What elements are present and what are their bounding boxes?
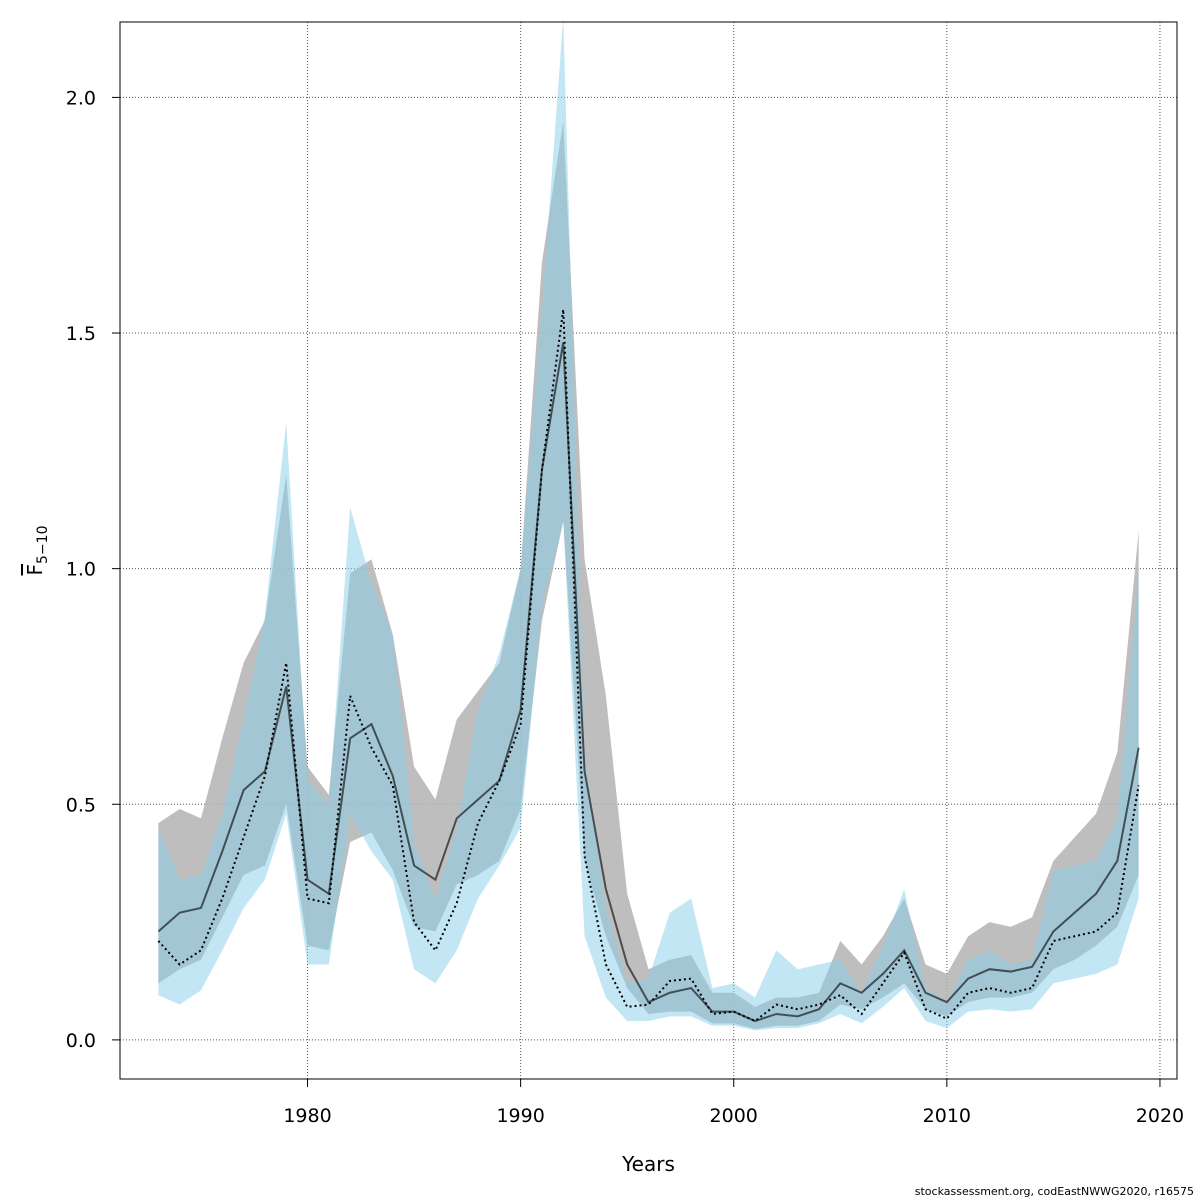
x-axis: 1980 1990 2000 2010 2020 — [283, 1078, 1184, 1127]
series-lines — [157, 309, 1140, 1023]
y-tick-label: 2.0 — [66, 87, 96, 109]
x-axis-title: Years — [621, 1152, 675, 1176]
x-tick-label: 1980 — [283, 1105, 331, 1127]
y-axis-title-main: F — [23, 564, 47, 576]
confidence-band-2 — [158, 17, 1139, 1031]
x-tick-label: 2010 — [923, 1105, 971, 1127]
y-tick-label: 0.5 — [66, 794, 96, 816]
y-tick-label: 1.0 — [66, 559, 96, 581]
y-axis-title-subscript: 5−10 — [35, 526, 51, 564]
x-tick-label: 1990 — [496, 1105, 544, 1127]
y-axis-title: F5−10 — [23, 526, 51, 576]
series-line-solid — [157, 342, 1140, 1023]
confidence-bands — [158, 17, 1139, 1031]
x-tick-label: 2020 — [1136, 1105, 1184, 1127]
y-axis: 0.0 0.5 1.0 1.5 2.0 — [66, 87, 121, 1052]
y-tick-label: 0.0 — [66, 1030, 96, 1052]
grid-lines — [120, 22, 1177, 1079]
svg-text:F5−10: F5−10 — [23, 526, 51, 576]
y-tick-label: 1.5 — [66, 323, 96, 345]
x-tick-label: 2000 — [710, 1105, 758, 1127]
source-credit: stockassessment.org, codEastNWWG2020, r1… — [914, 1185, 1194, 1198]
